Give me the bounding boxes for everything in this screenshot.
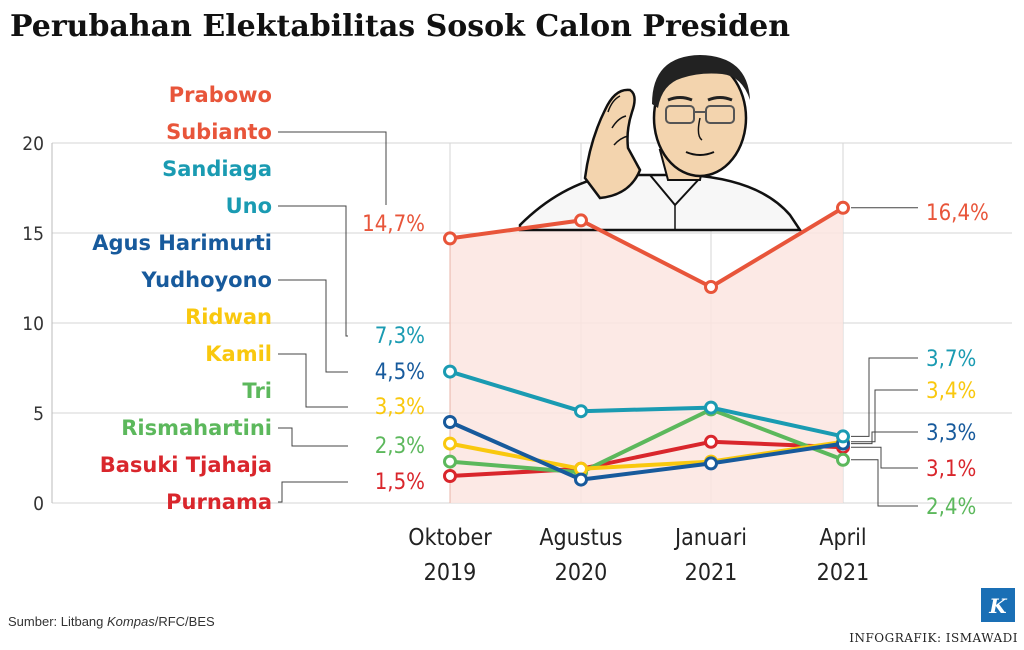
series-line [449, 206, 845, 289]
series-point [704, 280, 718, 294]
leader-line-right [851, 459, 918, 507]
series-point [443, 469, 457, 483]
series-point [704, 400, 718, 415]
series-point [443, 415, 457, 429]
series-line [449, 439, 844, 478]
y-tick-label: 20 [22, 133, 44, 155]
series-point [443, 364, 457, 379]
source-note: Sumber: Litbang Kompas/RFC/BES [8, 614, 215, 629]
data-label-last: 3,3% [926, 421, 976, 446]
leader-line [278, 353, 348, 408]
x-tick-label: Agustus [539, 525, 622, 551]
series-point [704, 434, 718, 449]
data-label-first: 1,5% [375, 470, 425, 495]
series-point [836, 200, 850, 215]
series-point [574, 404, 588, 419]
kompas-logo: K [981, 588, 1015, 622]
leader-line-right [851, 389, 918, 443]
legend-label: Prabowo [169, 83, 272, 107]
legend-label: Tri [242, 379, 272, 403]
x-tick-label-year: 2020 [555, 560, 608, 586]
leader-line-right [851, 446, 918, 469]
x-tick-label: Januari [673, 525, 747, 551]
series-point [443, 436, 457, 451]
legend-label: Subianto [166, 120, 272, 144]
leader-line [278, 131, 387, 205]
data-label-last: 3,1% [926, 457, 976, 482]
leader-line [278, 279, 348, 373]
x-tick-label-year: 2021 [685, 560, 738, 586]
x-tick-label: Oktober [408, 525, 492, 551]
legend-label: Basuki Tjahaja [100, 453, 272, 477]
legend-label: Kamil [205, 342, 272, 366]
series-point [704, 456, 718, 471]
legend: Prabowo Subianto Sandiaga Uno Agus Harimurti… [92, 83, 272, 514]
data-label-first: 4,5% [375, 360, 425, 385]
data-label-first: 7,3% [375, 324, 425, 349]
data-label-last: 3,4% [926, 379, 976, 404]
data-label-first: 3,3% [375, 395, 425, 420]
data-labels: 14,7% 7,3% 4,5% 3,3% 2,3% 1,5% 16,4% 3,7% 3,3% 3,… [278, 131, 989, 520]
series-line [449, 407, 844, 475]
data-label-first: 14,7% [362, 212, 425, 237]
leader-line [278, 427, 348, 447]
y-tick-label: 10 [22, 313, 44, 335]
series-point [443, 454, 457, 469]
series-point [574, 472, 588, 487]
leader-line [278, 205, 348, 337]
series-point [443, 231, 457, 246]
series-point [836, 429, 850, 444]
x-tick-label-year: 2019 [424, 560, 477, 586]
legend-label: Agus Harimurti [92, 231, 272, 255]
data-label-last: 3,7% [926, 347, 976, 372]
series-point [574, 213, 588, 228]
legend-label: Yudhoyono [140, 268, 272, 292]
area-under-first-series [450, 207, 843, 504]
leader-line [278, 481, 348, 503]
x-tick-label-year: 2021 [817, 560, 870, 586]
data-label-first: 2,3% [375, 434, 425, 459]
y-tick-label: 0 [33, 493, 44, 515]
series-line [449, 369, 844, 439]
axes: 0 5 10 15 20 Oktober 2019 Agustus 2020 Januari 202… [22, 133, 869, 586]
x-tick-label: April [819, 525, 866, 551]
legend-label: Ridwan [185, 305, 272, 329]
legend-label: Uno [226, 194, 272, 218]
y-tick-label: 5 [33, 403, 44, 425]
y-tick-label: 15 [22, 223, 44, 245]
leader-line-right [851, 431, 918, 445]
series [443, 200, 850, 487]
data-label-last: 16,4% [926, 201, 989, 226]
portrait-illustration [518, 55, 803, 232]
leader-line-right [851, 357, 918, 437]
chart-title: Perubahan Elektabilitas Sosok Calon Pres… [10, 9, 790, 44]
infographic-credit: INFOGRAFIK: ISMAWADI [849, 631, 1018, 645]
legend-label: Sandiaga [162, 157, 272, 181]
data-label-last: 2,4% [926, 495, 976, 520]
svg-text:K: K [988, 594, 1008, 618]
series-point [836, 452, 850, 467]
series-line [449, 420, 844, 482]
legend-label: Rismahartini [121, 416, 272, 440]
legend-label: Purnama [166, 490, 272, 514]
